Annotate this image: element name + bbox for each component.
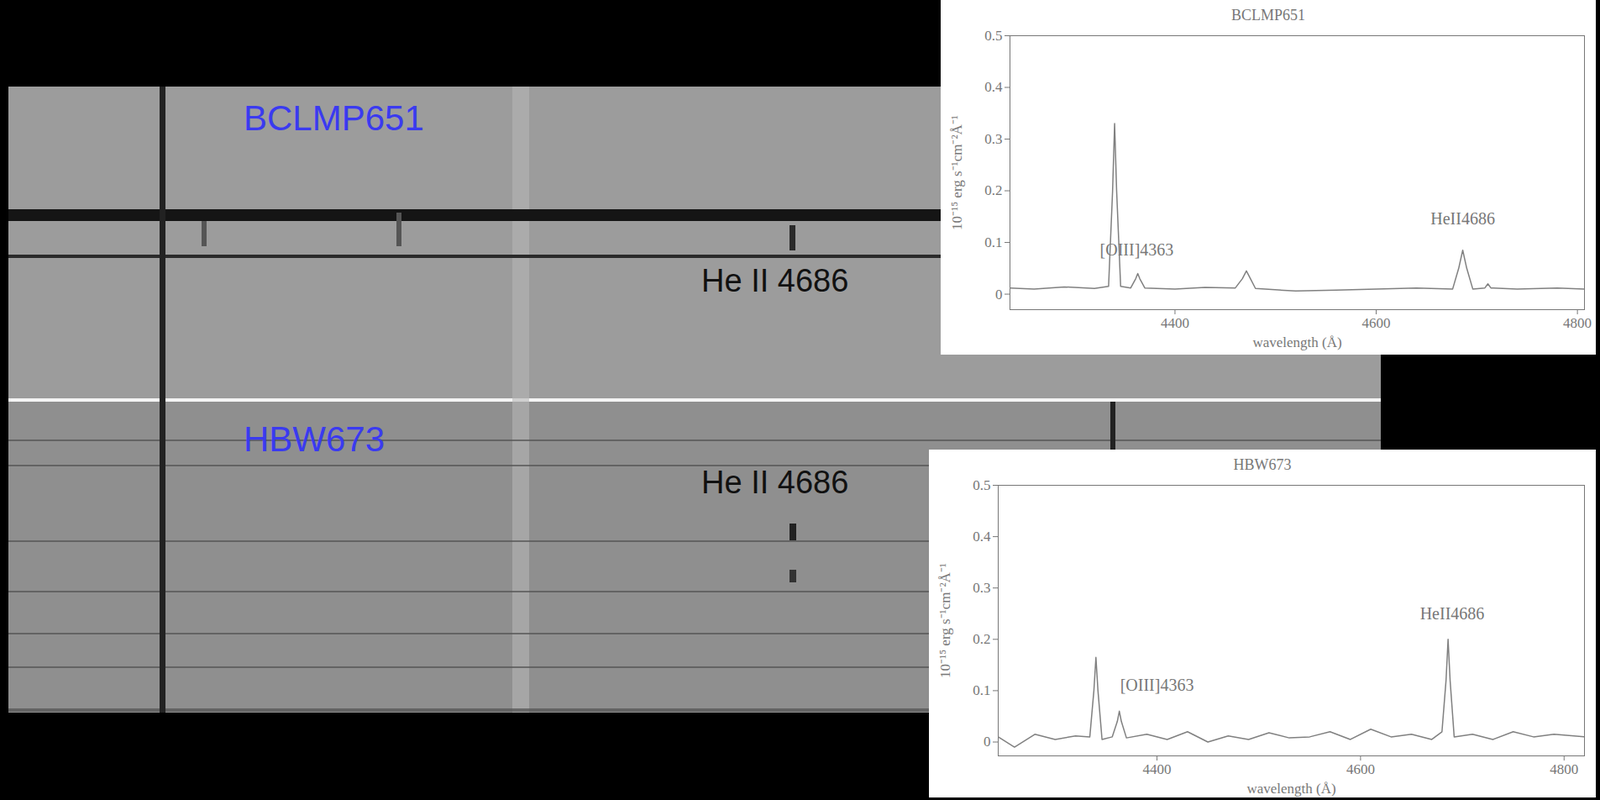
svg-text:4600: 4600 (1362, 314, 1391, 331)
svg-text:0.1: 0.1 (984, 234, 1002, 251)
svg-text:He II 4686: He II 4686 (701, 262, 849, 299)
svg-text:[OIII]4363: [OIII]4363 (1100, 240, 1175, 259)
svg-text:HeII4686: HeII4686 (1420, 603, 1485, 623)
svg-text:0.5: 0.5 (984, 27, 1002, 44)
svg-text:wavelength (Å): wavelength (Å) (1246, 780, 1336, 797)
svg-text:4800: 4800 (1549, 760, 1579, 777)
svg-text:0.4: 0.4 (984, 78, 1003, 95)
svg-text:BCLMP651: BCLMP651 (243, 98, 425, 138)
html-text:HBW673: HBW673 (1233, 456, 1292, 473)
svg-text:0.4: 0.4 (972, 528, 992, 545)
svg-text:0.3: 0.3 (972, 579, 991, 596)
svg-text:HBW673: HBW673 (243, 419, 385, 459)
svg-text:0.2: 0.2 (972, 630, 991, 647)
svg-text:4400: 4400 (1143, 760, 1172, 777)
svg-text:0.2: 0.2 (984, 182, 1002, 199)
svg-text:10⁻¹⁵ erg s⁻¹cm⁻²Å⁻¹: 10⁻¹⁵ erg s⁻¹cm⁻²Å⁻¹ (949, 115, 966, 231)
svg-text:4600: 4600 (1346, 760, 1375, 777)
svg-text:10⁻¹⁵ erg s⁻¹cm⁻²Å⁻¹: 10⁻¹⁵ erg s⁻¹cm⁻²Å⁻¹ (937, 562, 954, 678)
svg-text:wavelength (Å): wavelength (Å) (1252, 334, 1342, 351)
svg-text:0: 0 (995, 285, 1003, 302)
svg-text:HeII4686: HeII4686 (1430, 209, 1496, 228)
svg-text:0.3: 0.3 (984, 131, 1002, 147)
svg-text:0.1: 0.1 (972, 681, 991, 698)
svg-text:He II 4686: He II 4686 (701, 464, 849, 500)
svg-text:[OIII]4363: [OIII]4363 (1120, 675, 1195, 694)
svg-text:0.5: 0.5 (972, 477, 991, 494)
html-text:BCLMP651: BCLMP651 (1231, 6, 1306, 24)
svg-text:0: 0 (983, 733, 992, 750)
svg-text:4400: 4400 (1160, 314, 1190, 331)
svg-text:4800: 4800 (1563, 314, 1592, 331)
